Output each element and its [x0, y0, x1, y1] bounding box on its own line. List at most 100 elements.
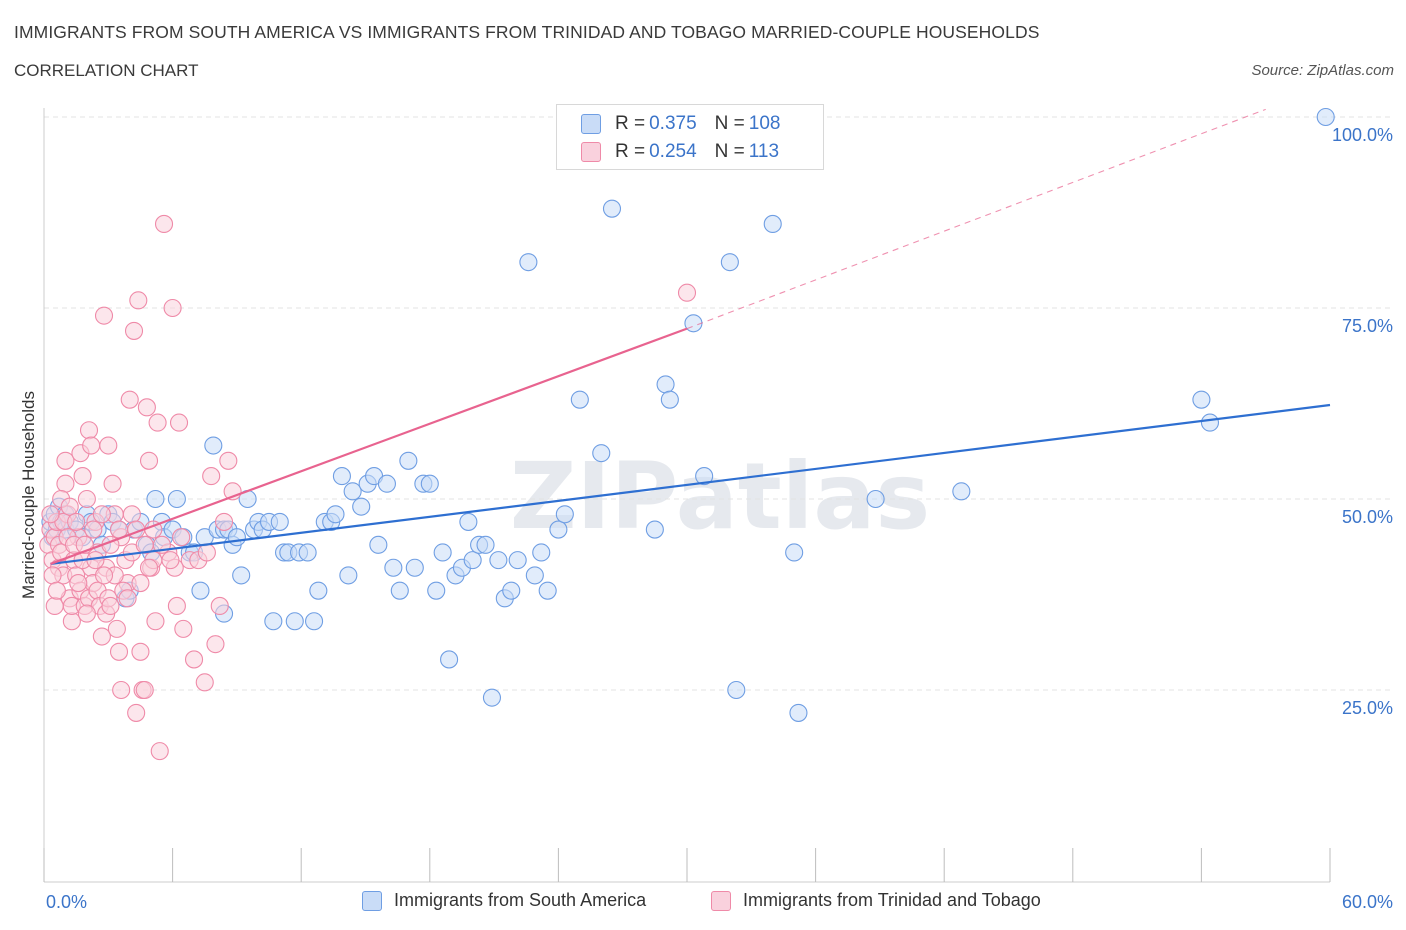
point-south-america	[549, 520, 568, 539]
point-south-america	[264, 612, 283, 631]
point-trinidad	[94, 306, 114, 325]
y-tick-label: 25.0%	[1342, 698, 1393, 718]
point-trinidad	[146, 612, 165, 631]
point-south-america	[309, 581, 328, 600]
point-south-america	[384, 558, 403, 577]
point-trinidad	[129, 291, 148, 310]
y-tick-label: 75.0%	[1342, 316, 1393, 336]
point-south-america	[369, 535, 388, 554]
point-trinidad	[139, 451, 159, 470]
legend-n-label: N =	[714, 113, 745, 134]
chart-title: IMMIGRANTS FROM SOUTH AMERICA VS IMMIGRA…	[14, 22, 1040, 42]
bottom-legend-label: Immigrants from South America	[394, 890, 647, 910]
legend-n-label: N =	[714, 141, 745, 162]
point-south-america	[377, 474, 396, 493]
point-trinidad	[43, 566, 62, 585]
trendline-south-america	[50, 403, 1331, 566]
point-trinidad	[202, 467, 221, 486]
point-south-america	[399, 451, 418, 470]
point-south-america	[332, 467, 351, 486]
point-south-america	[727, 680, 746, 700]
point-south-america	[459, 512, 478, 531]
point-south-america	[592, 444, 611, 463]
bottom-legend-swatch-pink	[711, 890, 731, 911]
point-south-america	[463, 551, 482, 570]
point-trinidad	[84, 520, 103, 539]
bottom-legend-south-america: Immigrants from South America	[362, 890, 646, 911]
legend-swatch-pink	[581, 142, 601, 162]
point-south-america	[1192, 390, 1211, 409]
legend-row-trinidad: R = 0.254 N = 113	[581, 140, 779, 164]
point-trinidad	[56, 474, 75, 493]
point-south-america	[508, 551, 527, 570]
point-south-america	[695, 467, 714, 486]
legend-n-value: 108	[748, 113, 781, 134]
point-trinidad	[92, 627, 111, 646]
x-tick-label: 0.0%	[46, 892, 87, 912]
point-trinidad	[131, 642, 150, 661]
point-south-america	[433, 543, 452, 562]
point-trinidad	[139, 558, 159, 577]
point-trinidad	[62, 612, 81, 631]
point-south-america	[720, 253, 739, 272]
point-trinidad	[127, 703, 146, 722]
point-trinidad	[112, 680, 131, 700]
point-south-america	[405, 558, 424, 577]
point-trinidad	[122, 505, 141, 524]
point-trinidad	[174, 619, 193, 638]
point-south-america	[763, 214, 782, 234]
point-trinidad	[79, 421, 99, 440]
point-trinidad	[197, 543, 216, 562]
point-south-america	[602, 199, 622, 218]
point-trinidad	[120, 390, 139, 409]
trendline-trinidad	[50, 327, 688, 565]
point-south-america	[645, 520, 664, 539]
point-trinidad	[118, 589, 137, 608]
point-south-america	[532, 543, 551, 562]
point-trinidad	[214, 512, 234, 531]
point-trinidad	[169, 413, 189, 432]
legend-swatch-blue	[581, 114, 601, 134]
point-south-america	[656, 375, 675, 394]
point-trinidad	[101, 596, 120, 616]
point-trinidad	[94, 566, 114, 585]
point-south-america	[227, 528, 246, 547]
point-south-america	[285, 612, 304, 631]
point-south-america	[660, 390, 679, 409]
point-south-america	[305, 612, 324, 631]
point-trinidad	[124, 321, 144, 340]
point-south-america	[489, 551, 508, 570]
point-south-america	[789, 703, 808, 722]
point-south-america	[502, 581, 521, 600]
point-trinidad	[137, 398, 156, 417]
point-trinidad	[210, 596, 229, 616]
point-south-america	[343, 482, 362, 501]
legend-row-south-america: R = 0.375 N = 108	[581, 112, 780, 136]
point-trinidad	[135, 680, 154, 700]
y-tick-label: 50.0%	[1342, 507, 1393, 527]
point-trinidad	[60, 497, 79, 516]
point-south-america	[232, 566, 251, 585]
point-trinidad	[148, 413, 167, 432]
point-trinidad	[154, 214, 174, 234]
point-south-america	[555, 505, 574, 524]
point-south-america	[390, 581, 409, 600]
legend-n-value: 113	[748, 141, 780, 162]
point-trinidad	[109, 642, 129, 661]
point-south-america	[1316, 107, 1335, 127]
point-south-america	[519, 253, 538, 272]
legend-r-value: 0.375	[649, 113, 697, 134]
point-south-america	[866, 489, 885, 509]
point-trinidad	[69, 573, 88, 593]
point-south-america	[191, 581, 210, 600]
point-trinidad	[131, 573, 150, 593]
point-south-america	[339, 566, 358, 585]
point-south-america	[525, 566, 544, 585]
point-south-america	[684, 314, 703, 333]
y-axis-label: Married-couple Households	[19, 391, 38, 599]
point-south-america	[482, 688, 502, 707]
legend-r-label: R =	[615, 141, 646, 162]
point-south-america	[952, 482, 971, 501]
point-south-america	[146, 489, 165, 509]
legend-r-value: 0.254	[649, 141, 697, 162]
